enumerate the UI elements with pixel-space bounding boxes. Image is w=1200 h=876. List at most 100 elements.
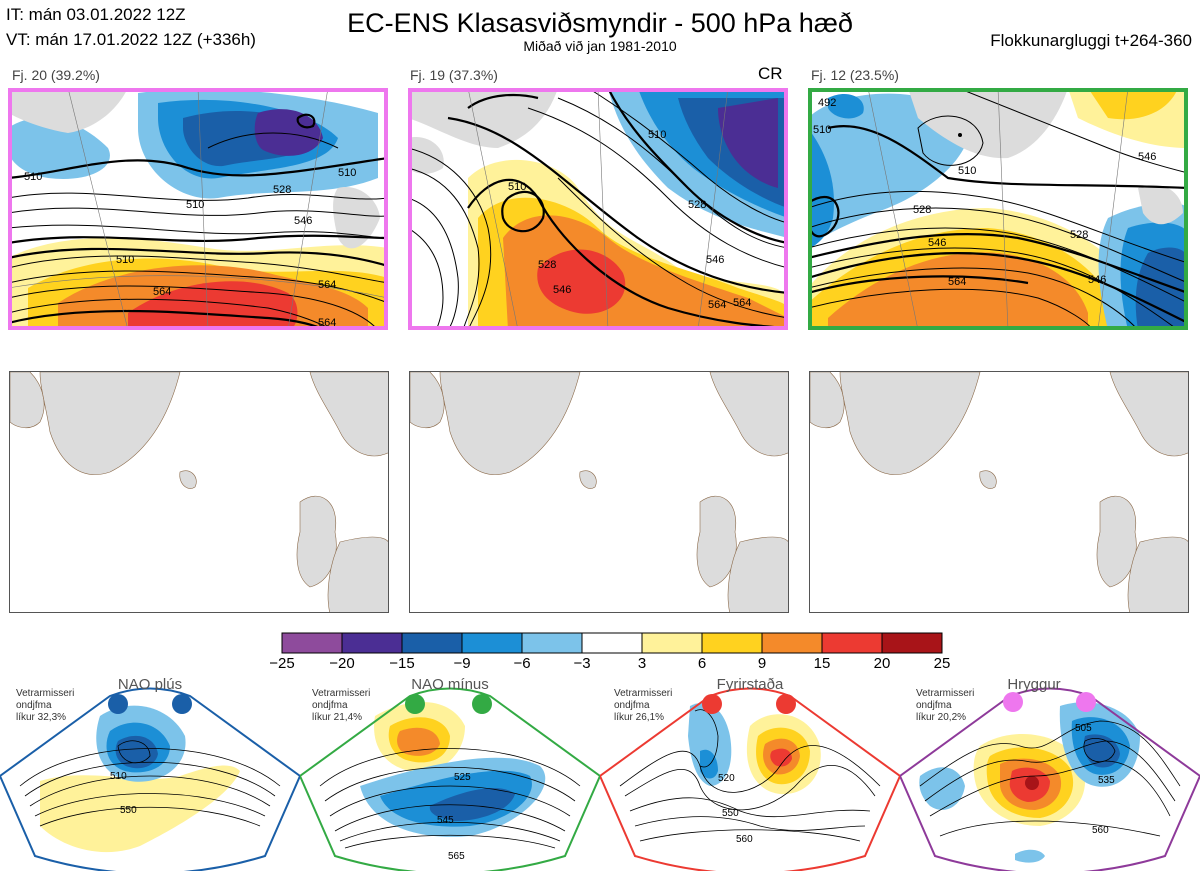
- contour-label: 510: [648, 129, 666, 141]
- regime-contour-label: 550: [722, 808, 739, 819]
- colorbar-swatch: [401, 632, 463, 654]
- contour-label: 546: [1138, 151, 1156, 163]
- regime-contour-label: 525: [454, 772, 471, 783]
- contour-label: 492: [818, 97, 836, 109]
- colorbar-swatch: [701, 632, 763, 654]
- contour-label: 546: [553, 284, 571, 296]
- regime-frame: [0, 687, 302, 875]
- regime-blocking: 520 550 560 Vetrarmisseri ondjfma líkur …: [598, 676, 902, 875]
- colorbar-swatch: [641, 632, 703, 654]
- regime-dot: [472, 694, 492, 714]
- contour-label: 510: [958, 165, 976, 177]
- regime-contour-label: 545: [437, 815, 454, 826]
- colorbar-swatch: [581, 632, 643, 654]
- regime-note: Vetrarmisseri ondjfma líkur 21,4%: [312, 688, 371, 723]
- base-map-2: [409, 371, 789, 613]
- contour-label: 510: [186, 199, 204, 211]
- colorbar-tick-label: −9: [453, 655, 471, 672]
- regime-dot: [1076, 692, 1096, 712]
- regime-note: Vetrarmisseri ondjfma líkur 26,1%: [614, 688, 673, 723]
- contour-label: 510: [813, 124, 831, 136]
- regime-contour-label: 510: [110, 771, 127, 782]
- regime-nao-minus: 525 545 565 Vetrarmisseri ondjfma líkur …: [298, 676, 602, 875]
- colorbar-tick-label: −3: [573, 655, 591, 672]
- cluster-1-frame: [8, 88, 388, 330]
- colorbar-swatch: [761, 632, 823, 654]
- contour-label: 564: [153, 286, 171, 298]
- regime-note: Vetrarmisseri ondjfma líkur 20,2%: [916, 688, 975, 723]
- contour-label: 528: [688, 199, 706, 211]
- regime-title: Fyrirstaða: [716, 676, 784, 693]
- cluster-map-3: 492 510 510 528 546 564 528 546 546: [808, 88, 1188, 330]
- regime-contour-label: 565: [448, 851, 465, 862]
- regime-frame: [598, 687, 902, 875]
- contour-label: 564: [948, 276, 966, 288]
- colorbar-swatch: [281, 632, 343, 654]
- contour-label: 546: [928, 237, 946, 249]
- colorbar-tick-label: 25: [933, 655, 951, 672]
- regime-contour-label: 505: [1075, 723, 1092, 734]
- colorbar-tick-label: −15: [389, 655, 415, 672]
- regime-dot: [172, 694, 192, 714]
- page-title: EC-ENS Klasasviðsmyndir - 500 hPa hæð: [347, 8, 853, 38]
- regime-contour-label: 535: [1098, 775, 1115, 786]
- contour-label: 528: [1070, 229, 1088, 241]
- regime-dot: [776, 694, 796, 714]
- regime-dot: [108, 694, 128, 714]
- contour-label: 546: [706, 254, 724, 266]
- regime-frame: [298, 687, 602, 875]
- valid-time: VT: mán 17.01.2022 12Z (+336h): [6, 30, 256, 49]
- regime-dot: [702, 694, 722, 714]
- colorbar-tick-label: −25: [269, 655, 295, 672]
- colorbar-swatch: [821, 632, 883, 654]
- regime-note: Vetrarmisseri ondjfma líkur 32,3%: [16, 688, 75, 723]
- contour-label: 546: [1088, 274, 1106, 286]
- colorbar: [280, 632, 944, 659]
- colorbar-swatch: [461, 632, 523, 654]
- contour-label: 528: [913, 204, 931, 216]
- regime-contour-label: 560: [736, 834, 753, 845]
- page-subtitle: Miðað við jan 1981-2010: [523, 38, 677, 54]
- regime-title: Hryggur: [1007, 676, 1061, 693]
- regime-title: NAO plús: [117, 676, 183, 693]
- colorbar-tick-label: 15: [813, 655, 831, 672]
- initial-time: IT: mán 03.01.2022 12Z: [6, 5, 186, 24]
- colorbar-tick-label: 3: [637, 655, 647, 672]
- cluster-3-label: Fj. 12 (23.5%): [811, 67, 899, 83]
- contour-label: 564: [318, 279, 336, 291]
- contour-label: 564: [708, 299, 726, 311]
- regime-contour-label: 520: [718, 773, 735, 784]
- cluster-2-label: Fj. 19 (37.3%): [410, 67, 498, 83]
- colorbar-tick-label: 9: [757, 655, 767, 672]
- regime-contour-label: 560: [1092, 825, 1109, 836]
- regime-dot: [405, 694, 425, 714]
- classification-window: Flokkunargluggi t+264-360: [990, 31, 1192, 50]
- colorbar-swatch: [341, 632, 403, 654]
- base-map-3: [809, 371, 1189, 613]
- contour-label: 510: [116, 254, 134, 266]
- colorbar-swatch: [521, 632, 583, 654]
- cluster-3-frame: [808, 88, 1188, 330]
- colorbar-tick-label: 20: [873, 655, 891, 672]
- colorbar-tick-label: −6: [513, 655, 531, 672]
- colorbar-tick-label: −20: [329, 655, 355, 672]
- regime-ridge: 505 535 560 Vetrarmisseri ondjfma líkur …: [898, 676, 1200, 875]
- contour-label: 546: [294, 215, 312, 227]
- contour-label: 528: [538, 259, 556, 271]
- regime-dot: [1003, 692, 1023, 712]
- contour-label: 510: [338, 167, 356, 179]
- contour-label: 564: [733, 297, 751, 309]
- regime-nao-plus: 510 550 Vetrarmisseri ondjfma líkur 32,3…: [0, 676, 302, 875]
- base-map-1: [9, 371, 389, 613]
- colorbar-swatch: [881, 632, 943, 654]
- regime-contour-label: 550: [120, 805, 137, 816]
- colorbar-tick-label: 6: [697, 655, 707, 672]
- cluster-2-frame: [408, 88, 788, 330]
- cluster-map-1: 510 528 546 564 564 564 510 510 510: [8, 88, 388, 330]
- cluster-map-2: 510 528 546 564 528 546 564 510: [408, 88, 788, 330]
- contour-label: 510: [508, 181, 526, 193]
- cluster-2-badge: CR: [758, 64, 783, 83]
- contour-label: 528: [273, 184, 291, 196]
- cluster-1-label: Fj. 20 (39.2%): [12, 67, 100, 83]
- contour-label: 510: [24, 171, 42, 183]
